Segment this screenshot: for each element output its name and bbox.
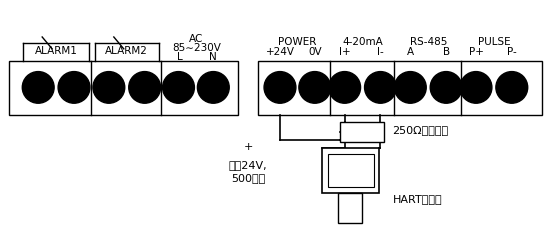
Text: L: L: [177, 52, 183, 62]
Text: 0V: 0V: [308, 47, 322, 57]
Text: ALARM2: ALARM2: [105, 46, 148, 56]
Text: 4-20mA: 4-20mA: [342, 37, 383, 47]
Text: +: +: [244, 142, 253, 152]
Bar: [338, 193, 361, 223]
Bar: [258, 61, 542, 115]
Text: N: N: [210, 52, 217, 62]
Text: ALARM1: ALARM1: [35, 46, 78, 56]
Text: HART手操器: HART手操器: [392, 194, 442, 204]
Circle shape: [197, 72, 229, 103]
Circle shape: [299, 72, 331, 103]
Text: P-: P-: [507, 47, 516, 57]
Text: A: A: [407, 47, 414, 57]
Circle shape: [58, 72, 90, 103]
Circle shape: [365, 72, 397, 103]
Bar: [9, 61, 238, 115]
Circle shape: [264, 72, 296, 103]
Text: RS-485: RS-485: [410, 37, 447, 47]
Text: I-: I-: [377, 47, 384, 57]
Circle shape: [163, 72, 194, 103]
Text: P+: P+: [469, 47, 483, 57]
Text: 直流24V,: 直流24V,: [229, 159, 267, 169]
Text: POWER: POWER: [278, 37, 316, 47]
Circle shape: [430, 72, 462, 103]
Circle shape: [394, 72, 426, 103]
Text: +24V: +24V: [266, 47, 294, 57]
Circle shape: [496, 72, 527, 103]
Circle shape: [129, 72, 161, 103]
Text: 250Ω采样电阻: 250Ω采样电阻: [392, 125, 449, 135]
Circle shape: [329, 72, 361, 103]
Text: B: B: [443, 47, 450, 57]
Text: 500毫安: 500毫安: [231, 173, 265, 183]
Circle shape: [460, 72, 492, 103]
Text: PULSE: PULSE: [477, 37, 510, 47]
Bar: [322, 148, 380, 193]
Text: AC: AC: [189, 34, 204, 44]
Bar: [328, 154, 373, 187]
Text: 85∼230V: 85∼230V: [172, 43, 221, 53]
Bar: [340, 122, 384, 142]
Circle shape: [93, 72, 125, 103]
Circle shape: [23, 72, 54, 103]
Text: I+: I+: [339, 47, 350, 57]
